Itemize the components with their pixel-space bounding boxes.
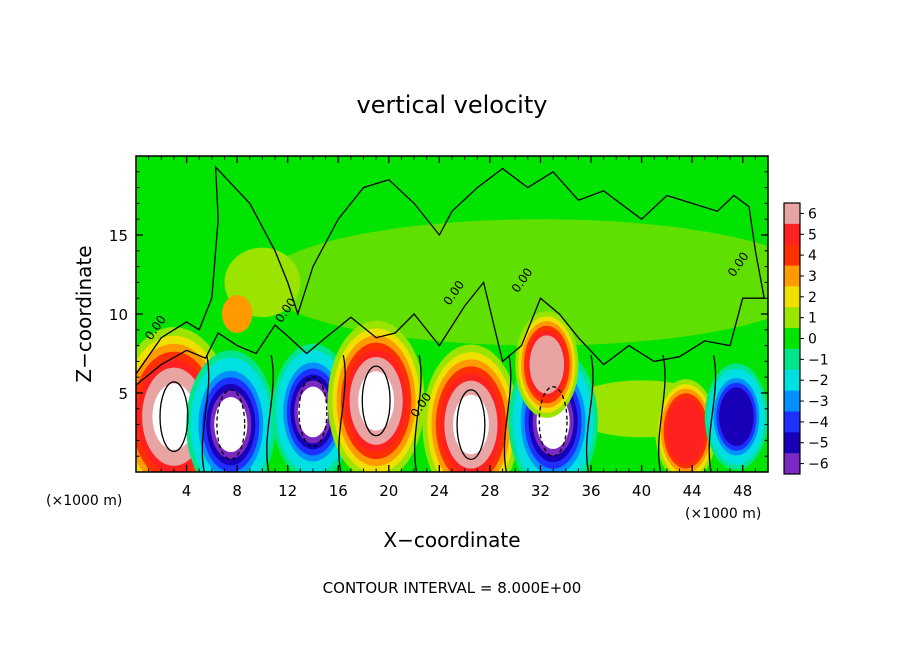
y-axis-label: Z−coordinate (72, 245, 96, 382)
field-level (719, 387, 754, 446)
x-axis: 4 8 12 16 20 24 28 32 36 40 44 48 (148, 156, 756, 500)
contour-zero (136, 165, 765, 386)
x-tick-label: 4 (182, 482, 192, 500)
contour-zero-vertical (503, 354, 512, 472)
colorbar-label: 4 (808, 248, 817, 264)
colorbar-label: −3 (808, 394, 829, 410)
field-cell-updraft (515, 311, 579, 418)
colorbar-label: −6 (808, 457, 829, 473)
colorbar-swatch (784, 223, 800, 246)
field-level (453, 394, 489, 455)
colorbar-label: −1 (808, 352, 829, 368)
contour-inner (456, 389, 486, 461)
x-tick-label: 48 (733, 482, 752, 500)
contour-zero-vertical (657, 354, 666, 472)
contour-inner (216, 389, 246, 461)
colorbar-swatch (784, 390, 800, 412)
contour-inner (159, 381, 189, 453)
contour-zero-vertical (708, 354, 717, 472)
colorbar-swatch (784, 265, 800, 287)
contour-inner (361, 365, 391, 437)
x-tick-label: 28 (480, 482, 499, 500)
colorbar-label: −5 (808, 436, 829, 452)
field-cell-downdraft (186, 350, 276, 472)
x-tick-label: 32 (531, 482, 550, 500)
field-level (529, 335, 565, 394)
x-unit-right: (×1000 m) (685, 506, 761, 522)
colorbar-swatch (784, 328, 800, 350)
colorbar-label: −4 (808, 415, 829, 431)
colorbar-swatch (784, 369, 800, 392)
contour-zero-vertical (414, 354, 422, 472)
x-tick-label: 16 (329, 482, 348, 500)
x-axis-label: X−coordinate (383, 528, 520, 552)
field-level (666, 397, 706, 464)
colorbar-label: 1 (808, 311, 817, 327)
colorbar-label: 5 (808, 227, 817, 243)
field-cell-updraft (422, 344, 520, 472)
x-tick-label: 40 (632, 482, 651, 500)
colorbar-swatch (784, 307, 800, 329)
field-level (214, 397, 248, 453)
field-weak-band (262, 219, 768, 346)
colorbar-swatch (784, 203, 800, 225)
x-tick-label: 24 (430, 482, 449, 500)
contour-zero-vertical (266, 354, 274, 472)
colorbar-label: 3 (808, 269, 817, 285)
field-cell-downdraft (704, 363, 768, 471)
colorbar-label: 0 (808, 332, 817, 348)
y-tick-label: 15 (109, 227, 128, 245)
contour-interval-note: CONTOUR INTERVAL = 8.000E+00 (323, 579, 582, 597)
x-tick-label: 8 (232, 482, 242, 500)
field-cell-updraft (655, 379, 717, 472)
contour-zero-vertical (585, 354, 594, 472)
colorbar-swatch (784, 453, 800, 475)
x-tick-label: 20 (379, 482, 398, 500)
colorbar-swatch (784, 348, 800, 371)
contour-zero-vertical (201, 354, 210, 472)
colorbar: 6 5 4 3 2 1 0 −1 −2 −3 −4 −5 −6 (783, 202, 829, 475)
colorbar-swatch (784, 432, 800, 454)
x-tick-label: 12 (278, 482, 297, 500)
velocity-field (136, 219, 768, 472)
plot-area: 0.000.00 0.000.000.000.00 (135, 155, 769, 473)
y-axis: 5 10 15 (109, 171, 768, 457)
x-unit-left: (×1000 m) (46, 493, 122, 509)
colorbar-swatch (784, 286, 800, 308)
colorbar-label: −2 (808, 373, 829, 389)
colorbar-label: 6 (808, 206, 817, 222)
field-cell-updraft (327, 320, 425, 472)
field-level (358, 371, 395, 431)
contour-inner (298, 376, 328, 448)
colorbar-swatch (784, 244, 800, 267)
contour-zero-vertical (338, 354, 346, 472)
x-tick-label: 44 (683, 482, 702, 500)
colorbar-swatch (784, 411, 800, 433)
field-level (152, 383, 196, 450)
contour-inner (538, 386, 568, 457)
y-tick-label: 5 (118, 385, 128, 403)
y-tick-label: 10 (109, 306, 128, 324)
field-small-updraft (221, 295, 253, 333)
x-tick-label: 36 (581, 482, 600, 500)
colorbar-label: 2 (808, 290, 817, 306)
field-level (297, 386, 329, 438)
chart-title: vertical velocity (357, 91, 548, 119)
